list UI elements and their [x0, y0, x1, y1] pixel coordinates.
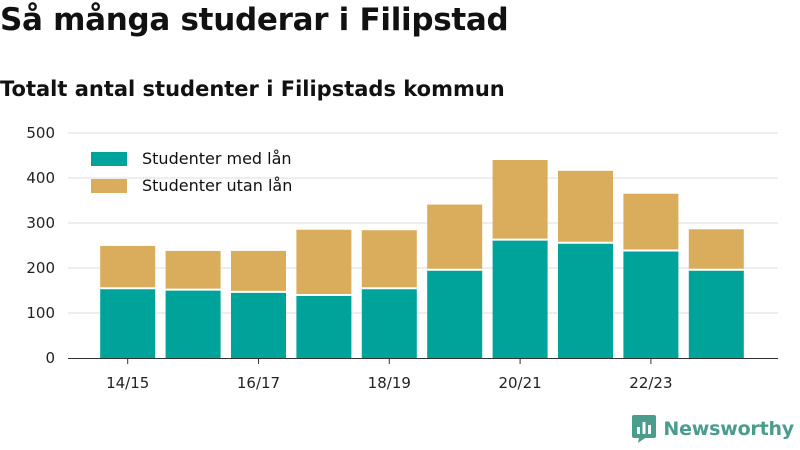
brand-name: Newsworthy: [663, 418, 794, 440]
bar-without-loan: [100, 245, 156, 289]
x-tick-label: 18/19: [368, 374, 411, 392]
bar-without-loan: [427, 204, 483, 270]
bar-without-loan: [231, 250, 286, 292]
legend-label: Studenter utan lån: [142, 176, 292, 195]
legend-swatch: [91, 152, 127, 166]
y-tick-label: 200: [26, 259, 55, 277]
bars: [100, 160, 744, 358]
bar-with-loan: [688, 269, 744, 358]
bar-without-loan: [165, 250, 221, 290]
bar-with-loan: [165, 289, 221, 358]
axes: 0 100 200 300 400 500 14/15 16/17 18/19 20/21 22/2…: [26, 124, 778, 392]
chart-title: Så många studerar i Filipstad: [0, 2, 509, 38]
y-tick-label: 300: [26, 214, 55, 232]
chart-subtitle: Totalt antal studenter i Filipstads komm…: [0, 77, 505, 101]
x-tick-label: 16/17: [237, 374, 280, 392]
bar-with-loan: [427, 269, 483, 358]
bar-with-loan: [231, 291, 286, 358]
bar-with-loan: [361, 288, 417, 358]
bar-without-loan: [296, 229, 352, 295]
brand-logo: Newsworthy: [631, 414, 794, 444]
y-tick-label: 400: [26, 169, 55, 187]
bar-without-loan: [361, 230, 417, 289]
legend-swatch: [91, 179, 127, 193]
bar-with-loan: [100, 288, 156, 358]
bar-without-loan: [623, 193, 679, 251]
y-tick-label: 100: [26, 304, 55, 322]
bar-with-loan: [492, 239, 548, 358]
bar-with-loan: [296, 295, 352, 358]
y-tick-label: 0: [45, 349, 55, 367]
bar-with-loan: [623, 250, 679, 358]
bar-without-loan: [688, 229, 744, 270]
bar-without-loan: [558, 170, 613, 243]
bar-without-loan: [492, 160, 548, 240]
y-tick-label: 500: [26, 124, 55, 142]
bar-with-loan: [558, 242, 613, 358]
legend: Studenter med lån Studenter utan lån: [91, 149, 292, 195]
x-tick-label: 14/15: [106, 374, 149, 392]
x-tick-label: 20/21: [498, 374, 541, 392]
chart-bubble-icon: [632, 415, 657, 443]
x-tick-label: 22/23: [629, 374, 672, 392]
legend-label: Studenter med lån: [142, 149, 292, 168]
